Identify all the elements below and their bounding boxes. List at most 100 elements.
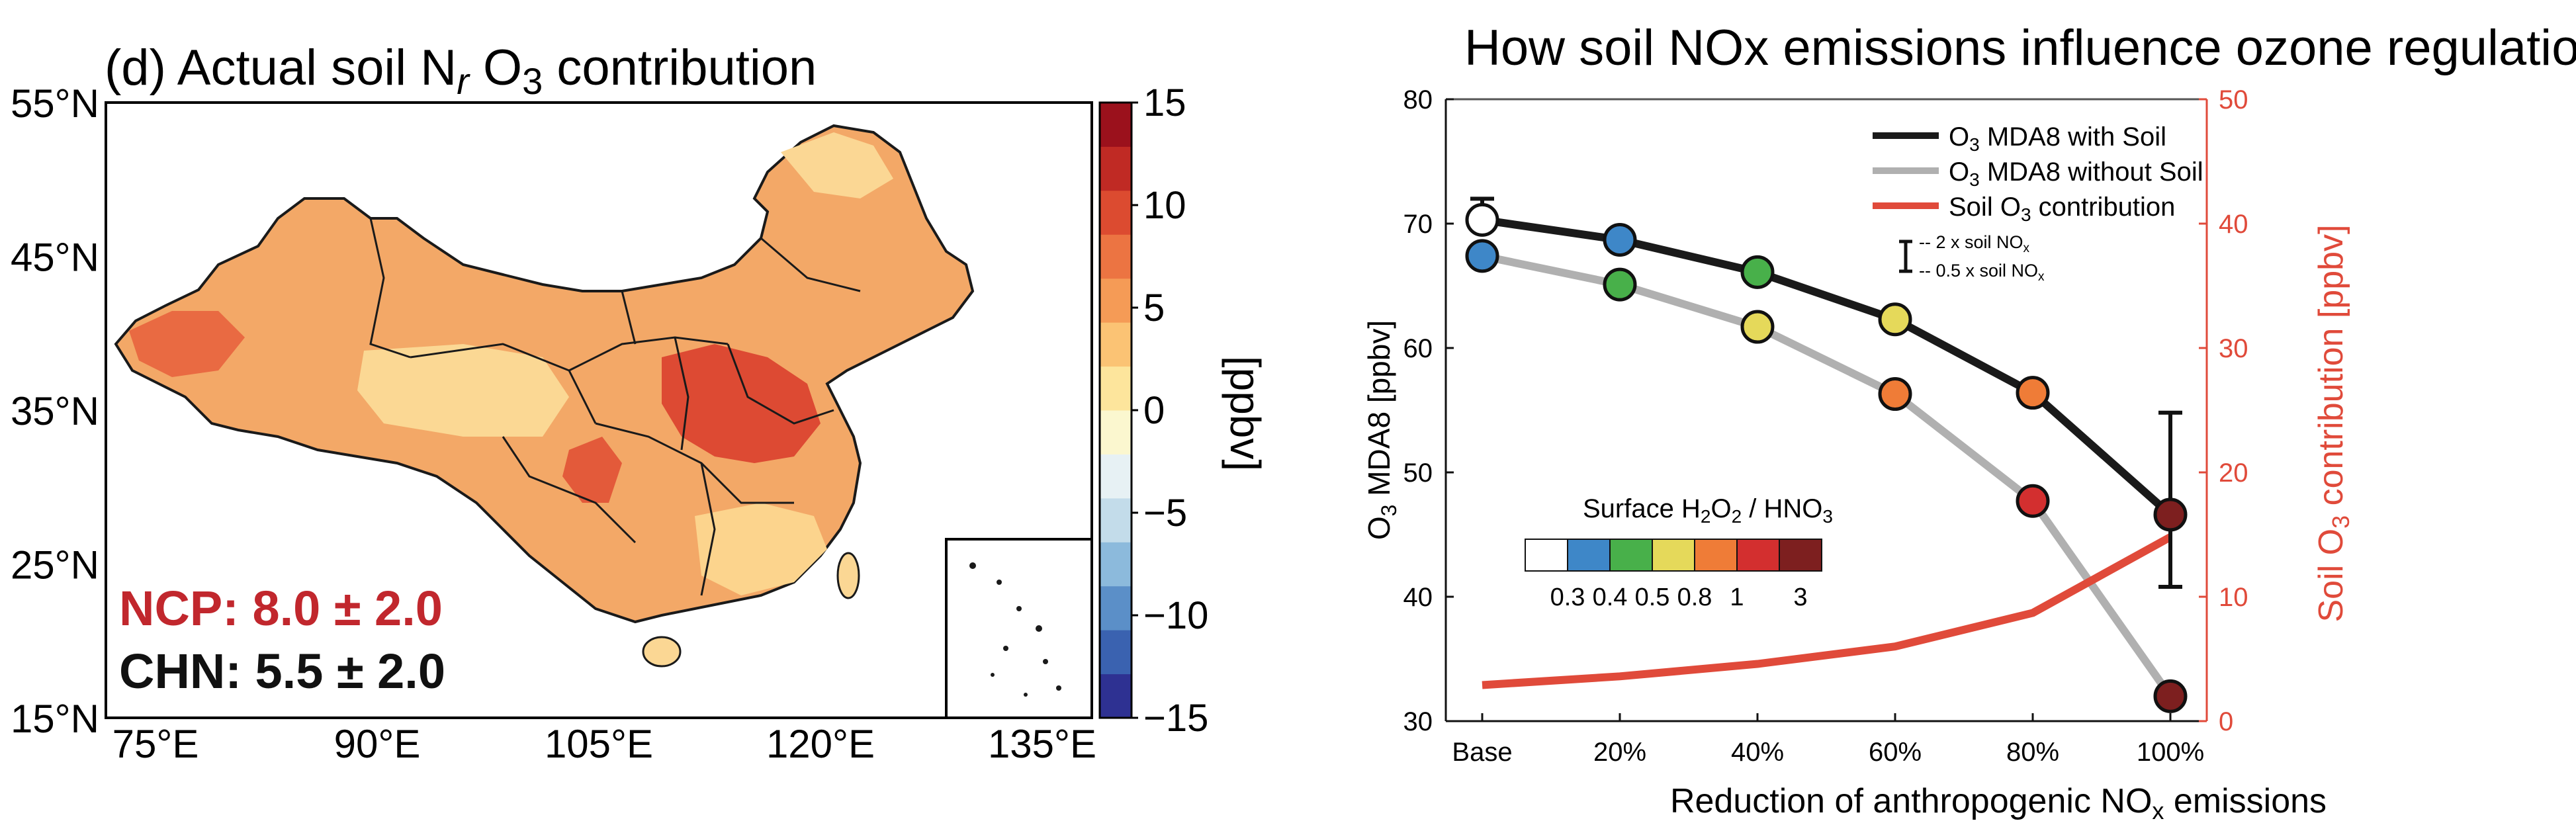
left-y-axis: 30 40 50 60 70 80 — [1403, 85, 1454, 736]
map-hotspot-center — [562, 437, 622, 503]
ratio-scale-cell — [1736, 539, 1780, 572]
colorbar-cell — [1100, 673, 1132, 718]
error-bars — [1470, 196, 2182, 589]
errorbar-legend: -- 2 x soil NOx -- 0.5 x soil NOx — [1899, 232, 2045, 284]
colorbar: 15 10 5 0 −5 −10 −15 — [1098, 81, 1208, 740]
longitude-tick-label: 135°E — [988, 722, 1096, 766]
colorbar-cell — [1100, 322, 1132, 367]
map-hotspot-ncp — [662, 344, 821, 463]
left-y-tick-label: 80 — [1403, 85, 1433, 114]
right-y-tick-label: 50 — [2219, 85, 2248, 114]
map-cool-plateau — [357, 344, 569, 437]
x-tick-label: 100% — [2137, 738, 2204, 767]
right-y-tick-label: 0 — [2219, 707, 2233, 736]
ratio-scale-cell — [1525, 539, 1568, 572]
x-tick-label: 20% — [1593, 738, 1646, 767]
chart-panel: How soil NOx emissions influence ozone r… — [1362, 20, 2576, 824]
data-point — [1878, 377, 1912, 412]
colorbar-tick-label: 0 — [1143, 389, 1165, 432]
ratio-scale-cell — [1609, 539, 1653, 572]
left-y-tick-label: 60 — [1403, 334, 1433, 363]
colorbar-cell — [1100, 103, 1132, 147]
colorbar-cell — [1100, 234, 1132, 279]
x-tick-label: 40% — [1731, 738, 1784, 767]
ncp-value: NCP: 8.0 ± 2.0 — [119, 581, 443, 636]
data-point — [1740, 255, 1775, 289]
data-point — [2016, 376, 2050, 410]
colorbar-cell — [1100, 190, 1132, 235]
left-y-tick-label: 30 — [1403, 707, 1433, 736]
longitude-tick-label: 75°E — [112, 722, 199, 766]
ratio-scale-cell — [1652, 539, 1695, 572]
colorbar-cell — [1100, 410, 1132, 455]
colorbar-tick-label: 5 — [1143, 286, 1165, 329]
right-y-tick-label: 20 — [2219, 458, 2248, 488]
legend-label-without-soil: O3 MDA8 without Soil — [1949, 157, 2203, 190]
ratio-scale-labels: 0.3 0.4 0.5 0.8 1 3 — [1550, 584, 1808, 611]
colorbar-cell — [1100, 586, 1132, 630]
x-axis-label: Reduction of anthropogenic NOx emissions — [1670, 782, 2327, 824]
ratio-scale-cell — [1694, 539, 1738, 572]
x-tick-label: 60% — [1869, 738, 1922, 767]
left-y-tick-label: 40 — [1403, 583, 1433, 612]
longitude-tick-label: 120°E — [766, 722, 875, 766]
legend: O3 MDA8 with Soil O3 MDA8 without Soil S… — [1873, 122, 2203, 225]
plot-frame — [1444, 98, 2208, 722]
longitude-tick-label: 90°E — [334, 722, 421, 766]
left-y-tick-label: 70 — [1403, 210, 1433, 239]
data-point — [1603, 222, 1637, 257]
data-point — [2153, 679, 2188, 713]
ratio-scale-label: 1 — [1730, 584, 1744, 611]
longitude-tick-label: 105°E — [545, 722, 653, 766]
right-y-tick-label: 30 — [2219, 334, 2248, 363]
ratio-scale-cell — [1567, 539, 1611, 572]
south-china-sea-inset — [945, 538, 1093, 719]
series-lines — [1481, 216, 2174, 699]
colorbar-cell — [1100, 366, 1132, 411]
ratio-scale-label: 0.5 — [1635, 584, 1670, 611]
series-line — [1482, 216, 2173, 518]
colorbar-tick-label: −5 — [1143, 492, 1187, 535]
ratio-scale-label: 0.3 — [1550, 584, 1585, 611]
legend-label-with-soil: O3 MDA8 with Soil — [1949, 122, 2166, 155]
colorbar-cell — [1100, 630, 1132, 675]
data-point — [1465, 202, 1499, 237]
latitude-tick-label: 35°N — [11, 389, 99, 433]
left-y-axis-label: O3 MDA8 [ppbv] — [1362, 320, 1401, 540]
map-frame: NCP: 8.0 ± 2.0 CHN: 5.5 ± 2.0 — [105, 101, 1093, 719]
right-y-tick-label: 10 — [2219, 583, 2248, 612]
data-point — [2153, 498, 2188, 532]
series-markers — [1465, 202, 2188, 713]
colorbar-cell — [1100, 454, 1132, 499]
colorbar-tick-label: 15 — [1143, 81, 1186, 124]
data-point — [1603, 267, 1637, 302]
ratio-scale-label: 3 — [1793, 584, 1807, 611]
colorbar-unit: [ppbv] — [1221, 356, 1269, 471]
ratio-scale-label: 0.8 — [1677, 584, 1712, 611]
x-axis: Base 20% 40% 60% 80% 100% — [1452, 713, 2204, 767]
map-hotspot-west — [129, 311, 245, 377]
ratio-scale-cell — [1779, 539, 1822, 572]
map-cool-south — [695, 503, 827, 595]
latitude-tick-label: 55°N — [11, 81, 99, 126]
right-y-axis-label: Soil O3 contribution [ppbv] — [2312, 224, 2354, 622]
right-y-axis: 0 10 20 30 40 50 — [2199, 85, 2248, 736]
province-boundaries — [369, 218, 861, 596]
latitude-tick-label: 25°N — [11, 543, 99, 587]
data-point — [1740, 310, 1775, 344]
errorbar-legend-high: -- 2 x soil NOx — [1919, 232, 2030, 255]
chart-title: How soil NOx emissions influence ozone r… — [1464, 20, 2576, 76]
series-line — [1481, 252, 2174, 699]
map-title: (d) Actual soil Nr O3 contribution — [105, 40, 817, 102]
colorbar-tick-label: 10 — [1143, 184, 1186, 227]
latitude-tick-label: 45°N — [11, 236, 99, 280]
colorbar-cell — [1100, 146, 1132, 191]
inset-islands — [969, 562, 1061, 697]
data-point — [1465, 239, 1499, 273]
x-tick-label: Base — [1452, 738, 1512, 767]
longitude-labels: 75°E 90°E 105°E 120°E 135°E — [112, 722, 1096, 766]
data-point — [1878, 302, 1912, 337]
series-line — [1482, 533, 2172, 689]
errorbar-legend-low: -- 0.5 x soil NOx — [1919, 261, 2045, 284]
